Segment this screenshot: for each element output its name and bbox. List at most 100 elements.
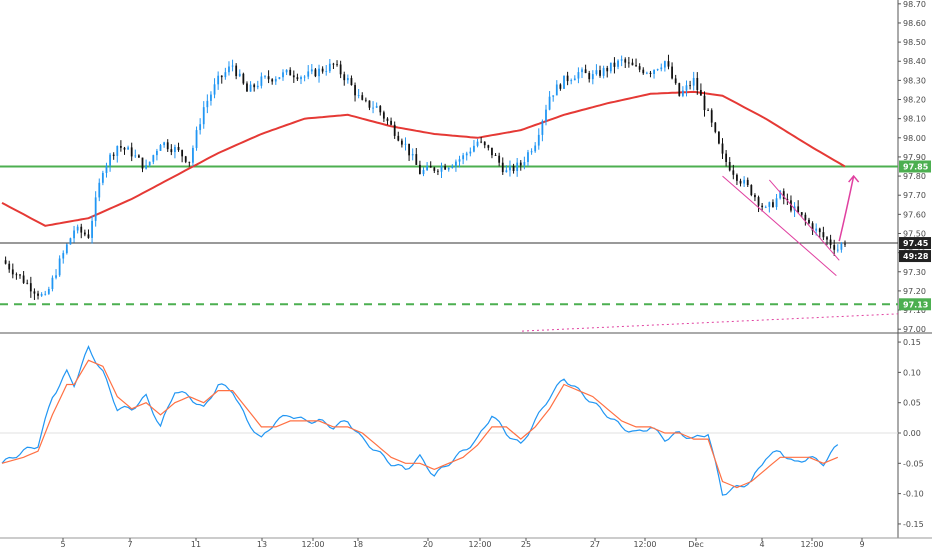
candle-body <box>339 64 342 75</box>
resistance-price-badge[interactable] <box>899 160 931 173</box>
candle-body <box>782 191 785 199</box>
candle-body <box>220 75 223 78</box>
candle-body <box>4 260 7 264</box>
candle-body <box>242 73 245 84</box>
candle-body <box>69 238 72 245</box>
candle-body <box>119 146 122 148</box>
candle-body <box>44 293 47 295</box>
candle-body <box>350 78 353 86</box>
candle-body <box>498 155 501 163</box>
price-badges[interactable]: 97.85 97.45 97.13 49:28 <box>899 160 931 311</box>
price-tick-label: 97.00 <box>903 325 926 334</box>
candle-body <box>689 85 691 87</box>
candle-body <box>674 78 677 84</box>
candle-body <box>577 72 580 79</box>
candle-body <box>465 153 468 156</box>
candle-body <box>617 60 619 67</box>
candle-body <box>202 107 205 125</box>
candle-body <box>87 234 90 238</box>
support-price-label: 97.13 <box>903 300 928 309</box>
candle-body <box>379 106 382 113</box>
candle-body <box>249 84 252 92</box>
candle-body <box>836 249 839 251</box>
candle-body <box>509 165 511 171</box>
candle-body <box>743 179 746 184</box>
candle-body <box>163 142 166 146</box>
oscillator-tick-label: 0.10 <box>903 368 921 377</box>
candle-body <box>602 67 605 76</box>
candle-body <box>375 106 378 108</box>
candle-body <box>422 170 425 175</box>
oscillator-fast-line <box>1 345 839 496</box>
long-term-trendline <box>521 313 899 332</box>
candle-body <box>415 154 418 165</box>
price-tick-label: 97.30 <box>903 268 926 277</box>
candle-body <box>786 198 789 201</box>
candle-body <box>530 151 533 153</box>
candle-body <box>703 95 706 111</box>
candle-body <box>768 202 771 207</box>
candle-body <box>346 78 349 81</box>
candle-body <box>192 147 194 163</box>
candle-body <box>455 161 457 167</box>
candle-body <box>116 146 119 156</box>
bar-countdown-badge <box>899 250 931 263</box>
candle-body <box>620 59 623 61</box>
price-tick-label: 97.60 <box>903 210 926 219</box>
candle-body <box>47 289 50 294</box>
support-price-badge[interactable] <box>899 298 931 311</box>
candle-body <box>840 243 843 250</box>
candle-body <box>732 170 735 175</box>
candle-body <box>429 166 432 168</box>
candle-body <box>83 232 86 235</box>
candle-body <box>714 122 717 132</box>
candle-body <box>671 66 673 79</box>
candle-body <box>253 84 256 88</box>
candle-body <box>613 62 616 67</box>
time-tick-label: 7 <box>127 540 132 549</box>
candle-body <box>292 75 295 78</box>
candle-body <box>217 75 220 85</box>
candle-body <box>437 170 439 172</box>
price-tick-label: 97.50 <box>903 229 926 238</box>
candle-body <box>321 68 324 72</box>
candle-body <box>829 239 832 246</box>
current-price-badge[interactable] <box>899 237 931 250</box>
candle-body <box>444 166 447 170</box>
candle-body <box>754 194 756 198</box>
candle-body <box>476 141 479 146</box>
candle-body <box>134 155 137 157</box>
candle-body <box>523 162 526 166</box>
candle-body <box>174 146 176 153</box>
candle-body <box>285 69 288 73</box>
candle-body <box>238 73 241 77</box>
candle-body <box>278 77 281 79</box>
candle-body <box>649 72 652 74</box>
oscillator-tick-label: 0.05 <box>903 399 921 408</box>
candle-body <box>548 96 551 110</box>
candle-body <box>519 162 522 166</box>
time-tick-label: 27 <box>590 540 600 549</box>
candle-body <box>65 244 68 254</box>
candle-body <box>343 74 346 81</box>
oscillator-tick-label: 0.15 <box>903 338 921 347</box>
candle-body <box>101 172 104 183</box>
time-tick-label: 11 <box>191 540 201 549</box>
price-tick-label: 98.20 <box>903 96 926 105</box>
oscillator-series <box>1 345 839 496</box>
candle-body <box>361 95 364 100</box>
candle-body <box>534 145 537 152</box>
price-tick-label: 98.00 <box>903 134 926 143</box>
time-tick-label: 25 <box>521 540 531 549</box>
candle-body <box>750 185 753 195</box>
bar-countdown-label: 49:28 <box>903 252 929 261</box>
time-tick-label: 18 <box>353 540 363 549</box>
price-tick-label: 98.10 <box>903 115 926 124</box>
price-levels <box>0 165 898 306</box>
candle-body <box>599 70 601 76</box>
candle-body <box>303 76 306 78</box>
candle-body <box>91 220 93 238</box>
candle-body <box>289 69 292 76</box>
